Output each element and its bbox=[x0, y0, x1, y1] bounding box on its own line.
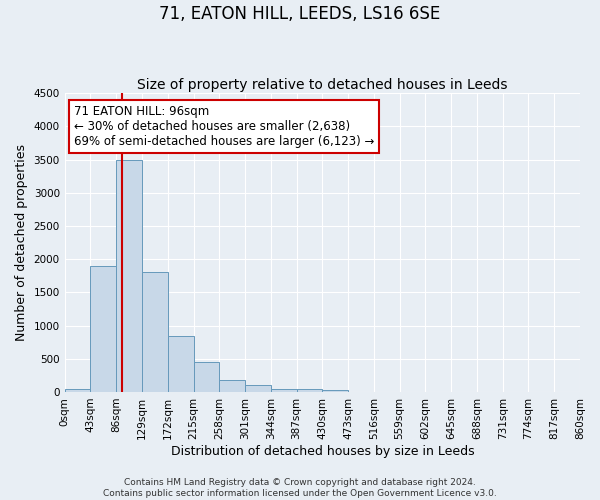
Bar bbox=[116, 160, 142, 392]
Title: Size of property relative to detached houses in Leeds: Size of property relative to detached ho… bbox=[137, 78, 508, 92]
Bar bbox=[193, 362, 219, 392]
Bar bbox=[322, 390, 348, 392]
Text: Contains HM Land Registry data © Crown copyright and database right 2024.
Contai: Contains HM Land Registry data © Crown c… bbox=[103, 478, 497, 498]
X-axis label: Distribution of detached houses by size in Leeds: Distribution of detached houses by size … bbox=[170, 444, 474, 458]
Bar bbox=[142, 272, 168, 392]
Bar bbox=[219, 380, 245, 392]
Bar bbox=[91, 266, 116, 392]
Y-axis label: Number of detached properties: Number of detached properties bbox=[15, 144, 28, 341]
Bar bbox=[296, 388, 322, 392]
Bar bbox=[271, 388, 296, 392]
Text: 71 EATON HILL: 96sqm
← 30% of detached houses are smaller (2,638)
69% of semi-de: 71 EATON HILL: 96sqm ← 30% of detached h… bbox=[74, 105, 374, 148]
Bar bbox=[168, 336, 193, 392]
Text: 71, EATON HILL, LEEDS, LS16 6SE: 71, EATON HILL, LEEDS, LS16 6SE bbox=[160, 5, 440, 23]
Bar bbox=[245, 386, 271, 392]
Bar bbox=[65, 388, 91, 392]
